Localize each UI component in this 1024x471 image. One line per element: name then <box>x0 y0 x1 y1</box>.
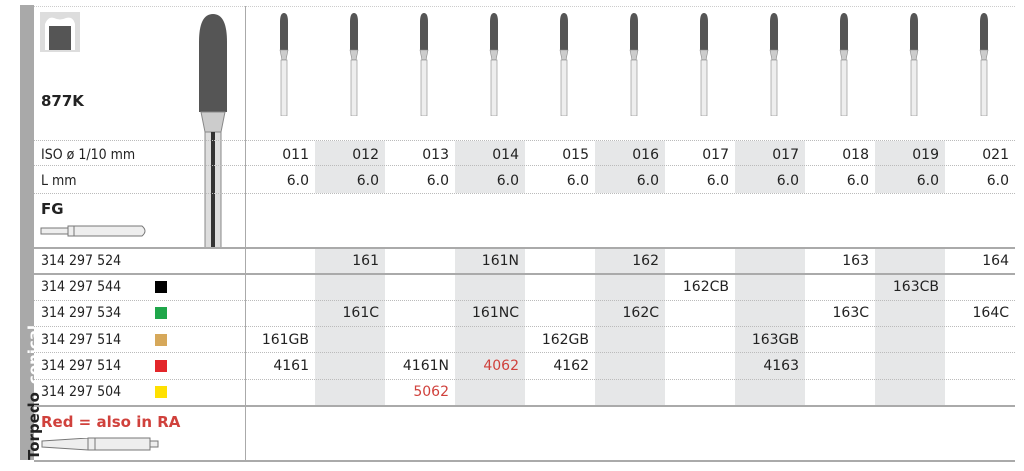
bur-image <box>979 13 989 116</box>
side-label: Torpedoconical <box>25 324 43 460</box>
order-code: 314 297 534 <box>41 305 122 321</box>
bur-image <box>419 13 429 116</box>
length-value: 6.0 <box>496 173 519 189</box>
color-ring-swatch <box>155 334 167 346</box>
ref-number: 4162 <box>553 358 589 374</box>
column-shade <box>875 141 945 193</box>
length-value: 6.0 <box>286 173 309 189</box>
ref-number: 161C <box>342 305 380 321</box>
bur-image <box>559 13 569 116</box>
length-value: 6.0 <box>986 173 1009 189</box>
iso-value: 012 <box>352 147 379 163</box>
column-shade <box>595 141 665 193</box>
iso-value: 018 <box>842 147 869 163</box>
color-ring-swatch <box>155 386 167 398</box>
column-shade <box>455 141 525 193</box>
bur-image <box>699 13 709 116</box>
ref-number: 162 <box>632 253 659 269</box>
fg-shank-icon <box>40 225 146 237</box>
column-shade <box>315 141 385 193</box>
bur-image <box>279 13 289 116</box>
tooth-icon <box>40 12 80 52</box>
product-code: 877K <box>41 92 84 110</box>
ref-number: 161NC <box>472 305 519 321</box>
ref-number: 5062 <box>413 384 449 400</box>
ref-number: 163 <box>842 253 869 269</box>
ref-number: 162C <box>622 305 660 321</box>
iso-value: 011 <box>282 147 309 163</box>
ref-number: 161 <box>352 253 379 269</box>
bur-image <box>909 13 919 116</box>
ref-number: 162GB <box>541 332 589 348</box>
order-code: 314 297 504 <box>41 384 122 400</box>
color-ring-swatch <box>155 360 167 372</box>
ref-number: 164C <box>972 305 1010 321</box>
length-value: 6.0 <box>356 173 379 189</box>
ref-number: 162CB <box>682 279 729 295</box>
order-code: 314 297 544 <box>41 279 122 295</box>
iso-value: 016 <box>632 147 659 163</box>
bur-image <box>349 13 359 116</box>
length-value: 6.0 <box>776 173 799 189</box>
red-note: Red = also in RA <box>41 413 181 431</box>
order-code: 314 297 524 <box>41 253 122 269</box>
iso-label: ISO ø 1/10 mm <box>41 147 136 163</box>
length-label: L mm <box>41 173 77 189</box>
iso-value: 019 <box>912 147 939 163</box>
length-value: 6.0 <box>846 173 869 189</box>
ref-number: 163GB <box>751 332 799 348</box>
ref-number: 4161N <box>402 358 449 374</box>
ref-number: 4163 <box>763 358 799 374</box>
length-value: 6.0 <box>706 173 729 189</box>
ref-number: 163CB <box>892 279 939 295</box>
iso-value: 014 <box>492 147 519 163</box>
ra-shank-icon <box>41 437 159 451</box>
ref-number: 163C <box>832 305 870 321</box>
order-code: 314 297 514 <box>41 332 122 348</box>
color-ring-swatch <box>155 307 167 319</box>
ref-number: 161N <box>481 253 519 269</box>
shank-label: FG <box>41 200 64 218</box>
length-value: 6.0 <box>566 173 589 189</box>
iso-value: 015 <box>562 147 589 163</box>
length-value: 6.0 <box>636 173 659 189</box>
iso-value: 017 <box>702 147 729 163</box>
length-value: 6.0 <box>916 173 939 189</box>
bur-image <box>489 13 499 116</box>
bur-image <box>769 13 779 116</box>
iso-value: 013 <box>422 147 449 163</box>
main-bur-image <box>199 14 227 248</box>
length-value: 6.0 <box>426 173 449 189</box>
ref-number: 4062 <box>483 358 519 374</box>
iso-value: 021 <box>982 147 1009 163</box>
side-bar <box>20 5 34 460</box>
bur-image <box>629 13 639 116</box>
column-shade <box>735 141 805 193</box>
ref-number: 4161 <box>273 358 309 374</box>
iso-value: 017 <box>772 147 799 163</box>
ref-number: 161GB <box>261 332 309 348</box>
color-ring-swatch <box>155 281 167 293</box>
bur-image <box>839 13 849 116</box>
order-code: 314 297 514 <box>41 358 122 374</box>
ref-number: 164 <box>982 253 1009 269</box>
